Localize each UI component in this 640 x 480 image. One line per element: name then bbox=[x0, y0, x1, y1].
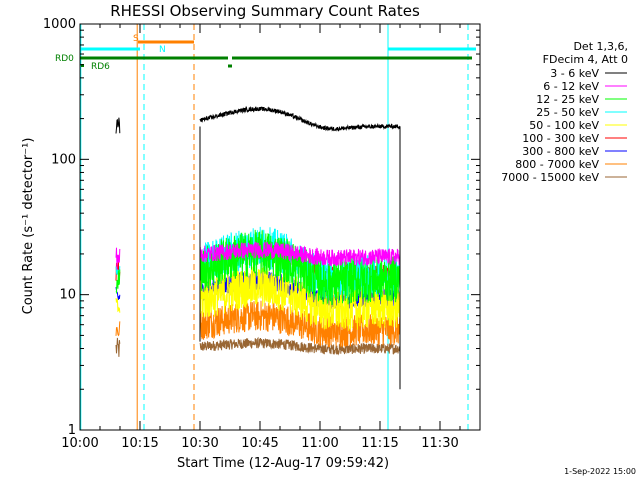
legend-label: 3 - 6 keV bbox=[550, 67, 599, 80]
series-line bbox=[115, 298, 121, 313]
series-line bbox=[199, 266, 401, 331]
series-line bbox=[199, 336, 401, 356]
axis-layer: 1 10 100 1000 10:00 10:15 10:30 10:45 11:00 11:15… bbox=[43, 17, 481, 451]
legend-label: 12 - 25 keV bbox=[536, 93, 599, 106]
series-line bbox=[115, 321, 121, 337]
legend-header-line1: Det 1,3,6, bbox=[573, 40, 628, 53]
footer-date: 1-Sep-2022 15:00 bbox=[564, 467, 636, 476]
x-tick-label: 10:00 bbox=[61, 436, 98, 451]
legend-label: 50 - 100 keV bbox=[529, 119, 599, 132]
flag-label: RD0 bbox=[55, 54, 74, 64]
flag-label: RD6 bbox=[91, 62, 110, 72]
flag-label: N bbox=[159, 45, 166, 55]
legend-label: 300 - 800 keV bbox=[522, 145, 599, 158]
x-tick-label: 11:00 bbox=[301, 436, 338, 451]
series-line bbox=[115, 337, 121, 357]
x-axis-label: Start Time (12-Aug-17 09:59:42) bbox=[177, 456, 389, 471]
plot-frame bbox=[79, 23, 481, 431]
legend-label: 6 - 12 keV bbox=[543, 80, 599, 93]
y-tick-label: 10 bbox=[59, 288, 76, 303]
legend-header-line2: FDecim 4, Att 0 bbox=[543, 53, 628, 66]
flag-label: S bbox=[133, 34, 139, 44]
x-tick-label: 11:30 bbox=[421, 436, 458, 451]
y-tick-label: 1000 bbox=[43, 17, 76, 32]
flag-marker bbox=[81, 64, 84, 67]
legend-label: 100 - 300 keV bbox=[522, 132, 599, 145]
x-tick-label: 10:30 bbox=[181, 436, 218, 451]
x-tick-label: 11:15 bbox=[361, 436, 398, 451]
legend-label: 25 - 50 keV bbox=[536, 106, 599, 119]
y-tick-label: 1 bbox=[68, 423, 76, 438]
y-tick-label: 100 bbox=[51, 152, 76, 167]
legend-label: 800 - 7000 keV bbox=[515, 158, 599, 171]
y-axis-label: Count Rate (s⁻¹ detector⁻¹) bbox=[21, 138, 36, 315]
chart-title: RHESSI Observing Summary Count Rates bbox=[110, 2, 420, 20]
series-line bbox=[115, 269, 121, 295]
series-line bbox=[115, 117, 121, 134]
series-line bbox=[199, 241, 401, 267]
x-tick-label: 10:15 bbox=[121, 436, 158, 451]
plot-layer bbox=[80, 24, 469, 430]
series-layer bbox=[115, 105, 401, 390]
series-line bbox=[115, 247, 121, 270]
series-line bbox=[199, 229, 401, 306]
series-line bbox=[199, 105, 401, 132]
legend-label: 7000 - 15000 keV bbox=[501, 171, 599, 184]
x-tick-label: 10:45 bbox=[241, 436, 278, 451]
flag-layer: S N RD0 RD6 bbox=[55, 34, 476, 72]
series-line bbox=[199, 299, 401, 348]
